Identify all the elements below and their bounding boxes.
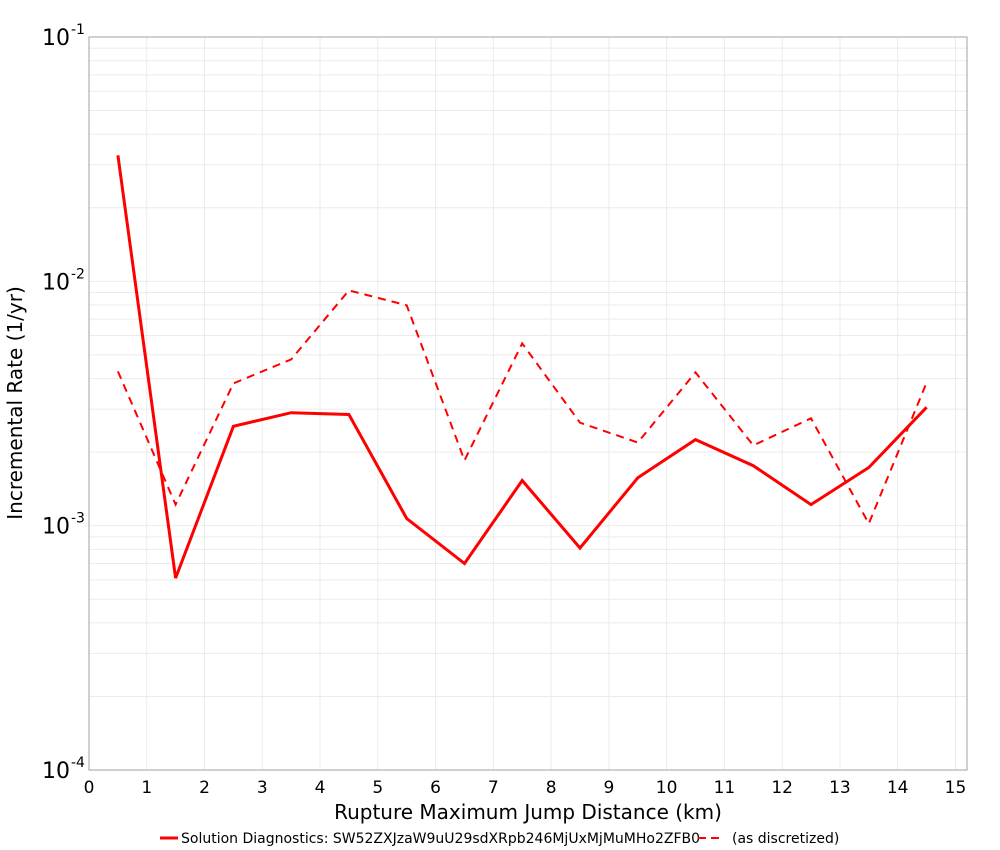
- y-axis-title: Incremental Rate (1/yr): [3, 286, 27, 519]
- x-tick-label: 8: [546, 778, 557, 798]
- x-tick-label: 7: [488, 778, 499, 798]
- y-tick-label: 10: [42, 759, 70, 784]
- y-axis-ticks: 10-110-210-310-4: [42, 22, 85, 784]
- series-line-solution: [116, 155, 928, 579]
- series-line-discretized: [116, 289, 928, 526]
- y-tick-label: 10: [42, 515, 70, 540]
- x-tick-label: 1: [141, 778, 152, 798]
- y-tick-label: 10: [42, 270, 70, 295]
- x-tick-label: 2: [199, 778, 210, 798]
- x-tick-label: 11: [714, 778, 736, 798]
- x-tick-label: 6: [430, 778, 441, 798]
- legend: Solution Diagnostics: SW52ZXJzaW9uU29sdX…: [160, 831, 839, 847]
- x-tick-label: 13: [829, 778, 851, 798]
- x-tick-label: 5: [372, 778, 383, 798]
- y-tick-exponent: -4: [71, 755, 85, 771]
- y-tick-exponent: -3: [71, 511, 85, 527]
- y-tick-label: 10: [42, 26, 70, 51]
- series-lines: [116, 155, 928, 579]
- x-tick-label: 15: [945, 778, 967, 798]
- x-tick-label: 10: [656, 778, 678, 798]
- x-tick-label: 4: [315, 778, 326, 798]
- y-tick-exponent: -1: [71, 22, 85, 38]
- x-axis-title: Rupture Maximum Jump Distance (km): [334, 800, 722, 824]
- y-tick-exponent: -2: [71, 266, 85, 282]
- legend-label-solution: Solution Diagnostics: SW52ZXJzaW9uU29sdX…: [181, 831, 700, 847]
- x-tick-label: 3: [257, 778, 268, 798]
- legend-label-discretized: (as discretized): [732, 831, 839, 847]
- x-tick-label: 14: [887, 778, 909, 798]
- x-tick-label: 9: [603, 778, 614, 798]
- plot-area: [88, 36, 968, 771]
- x-tick-label: 0: [84, 778, 95, 798]
- x-axis-ticks: 0 1 2 3 4 5 6 7 8 9 10 11 12 13 14 15: [84, 778, 967, 798]
- x-tick-label: 12: [771, 778, 793, 798]
- grid-lines: [89, 37, 967, 770]
